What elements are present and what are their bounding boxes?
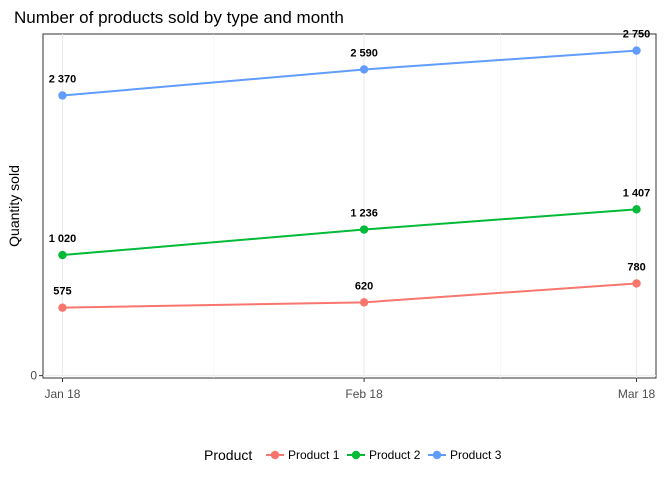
series-3 <box>58 46 641 100</box>
data-point <box>58 91 67 100</box>
y-axis: 0 <box>30 369 43 383</box>
chart-title: Number of products sold by type and mont… <box>14 8 344 27</box>
x-axis: Jan 18 Feb 18 Mar 18 <box>44 378 656 401</box>
data-point <box>359 298 369 307</box>
x-tick-label: Mar 18 <box>618 387 656 401</box>
legend-label: Product 1 <box>288 448 340 462</box>
legend-label: Product 2 <box>369 448 421 462</box>
legend-item-3: Product 3 <box>428 448 502 462</box>
data-label: 2 750 <box>623 29 651 41</box>
legend-title: Product <box>204 447 252 463</box>
legend: Product Product 1 Product 2 Product 3 <box>204 447 502 463</box>
data-point <box>632 279 641 288</box>
data-point <box>632 205 641 214</box>
data-point <box>632 46 641 55</box>
series-1 <box>58 279 641 312</box>
y-axis-title: Quantity sold <box>6 165 22 247</box>
x-tick-label: Jan 18 <box>44 387 80 401</box>
legend-key-point <box>270 450 280 460</box>
legend-item-2: Product 2 <box>347 448 421 462</box>
x-tick-label: Feb 18 <box>345 387 383 401</box>
data-labels: 575 620 780 1 020 1 236 1 407 2 370 2 590 2 750 <box>49 29 651 298</box>
data-label: 780 <box>627 261 645 273</box>
data-label: 575 <box>53 286 71 298</box>
data-label: 1 020 <box>49 233 77 245</box>
data-point <box>58 250 67 260</box>
data-label: 1 407 <box>623 187 651 199</box>
legend-label: Product 3 <box>450 448 502 462</box>
data-label: 620 <box>355 280 373 292</box>
data-point <box>359 65 369 74</box>
y-tick-label: 0 <box>30 369 37 383</box>
plot-panel <box>42 33 657 379</box>
data-label: 1 236 <box>350 208 378 220</box>
series-2 <box>58 205 641 260</box>
legend-item-1: Product 1 <box>266 448 340 462</box>
legend-key-point <box>351 450 361 460</box>
series-layer <box>58 46 641 312</box>
data-point <box>359 225 369 234</box>
legend-key-point <box>432 450 442 460</box>
data-point <box>58 303 67 312</box>
data-label: 2 370 <box>49 73 77 85</box>
panel-border <box>42 33 657 379</box>
data-label: 2 590 <box>350 47 378 59</box>
